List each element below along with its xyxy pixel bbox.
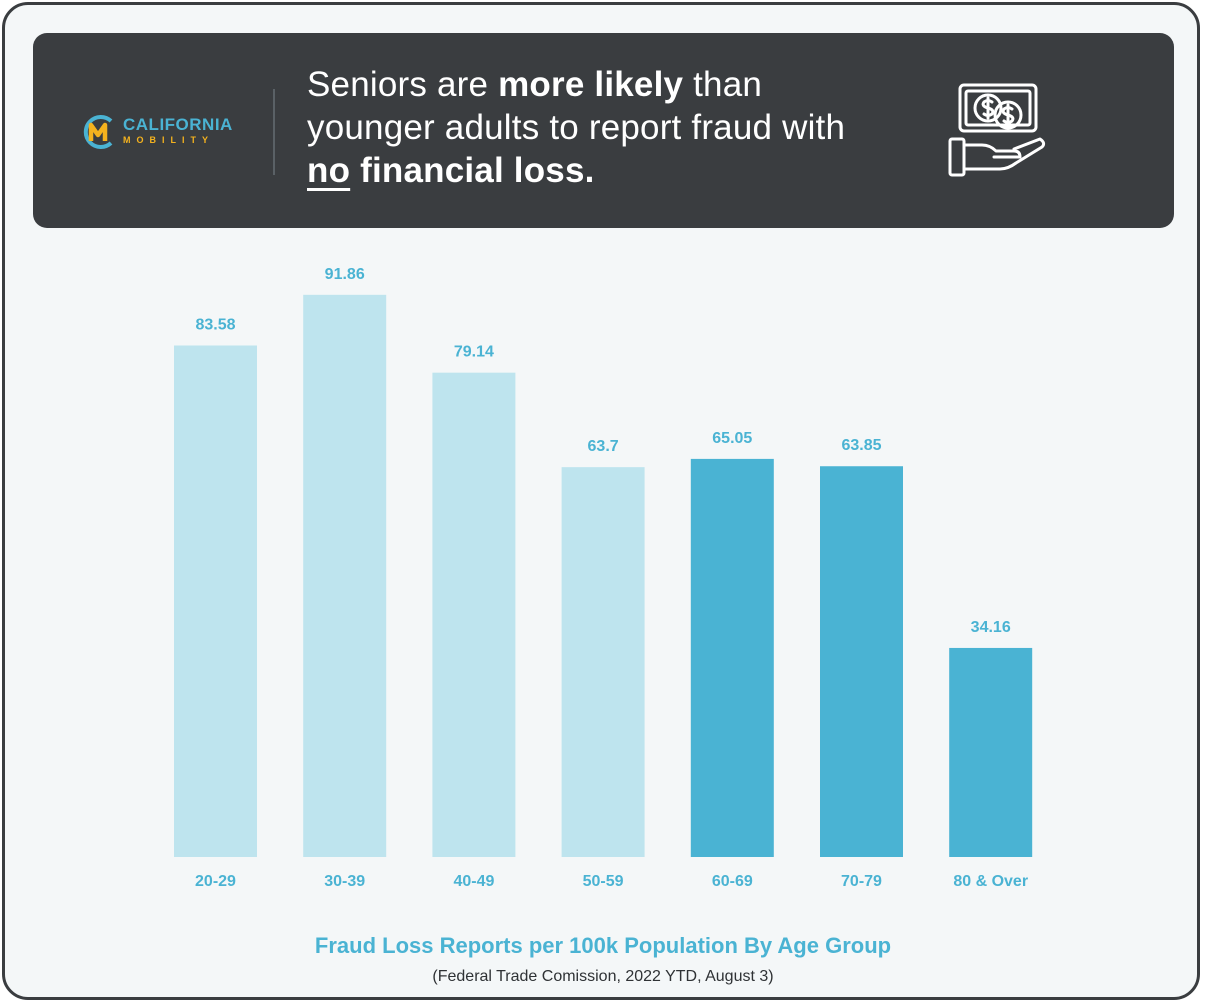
x-tick-label: 20-29 <box>195 873 236 890</box>
bar-value-label: 83.58 <box>195 316 235 333</box>
chart-source: (Federal Trade Comission, 2022 YTD, Augu… <box>432 968 774 985</box>
cm-logo-icon <box>83 115 113 149</box>
headline: Seniors are more likely than younger adu… <box>307 63 887 192</box>
bar-value-label: 79.14 <box>454 344 494 361</box>
x-tick-label: 30-39 <box>324 873 365 890</box>
bar-value-label: 91.86 <box>325 266 365 283</box>
x-tick-label: 70-79 <box>841 873 882 890</box>
bar-30-39 <box>303 294 387 858</box>
header-banner: CALIFORNIA MOBILITY Seniors are more lik… <box>33 33 1174 228</box>
header-divider <box>273 89 275 175</box>
x-tick-label: 40-49 <box>453 873 494 890</box>
bar-value-label: 65.05 <box>712 430 752 447</box>
bar-60-69 <box>690 458 774 857</box>
headline-emphasis: financial loss. <box>350 151 595 190</box>
x-tick-label: 80 & Over <box>953 873 1028 890</box>
brand-subname: MOBILITY <box>123 135 214 145</box>
headline-emphasis: more likely <box>498 65 684 104</box>
bar-40-49 <box>432 372 516 857</box>
headline-underlined: no <box>307 151 351 190</box>
bar-value-label: 63.7 <box>588 438 619 455</box>
brand-logo: CALIFORNIA MOBILITY <box>81 113 241 149</box>
bar-80 & Over <box>949 647 1033 857</box>
bar-value-label: 34.16 <box>971 619 1011 636</box>
money-hand-icon <box>948 83 1046 177</box>
x-tick-label: 60-69 <box>712 873 753 890</box>
x-tick-label: 50-59 <box>583 873 624 890</box>
headline-text: Seniors are <box>307 65 499 104</box>
bar-50-59 <box>561 467 645 857</box>
brand-name: CALIFORNIA <box>123 115 233 134</box>
headline-text: than younger adults to report fraud with <box>307 65 846 147</box>
bar-70-79 <box>820 466 903 857</box>
chart-title: Fraud Loss Reports per 100k Population B… <box>314 933 892 958</box>
bar-value-label: 63.85 <box>841 437 881 454</box>
bar-20-29 <box>174 345 257 857</box>
